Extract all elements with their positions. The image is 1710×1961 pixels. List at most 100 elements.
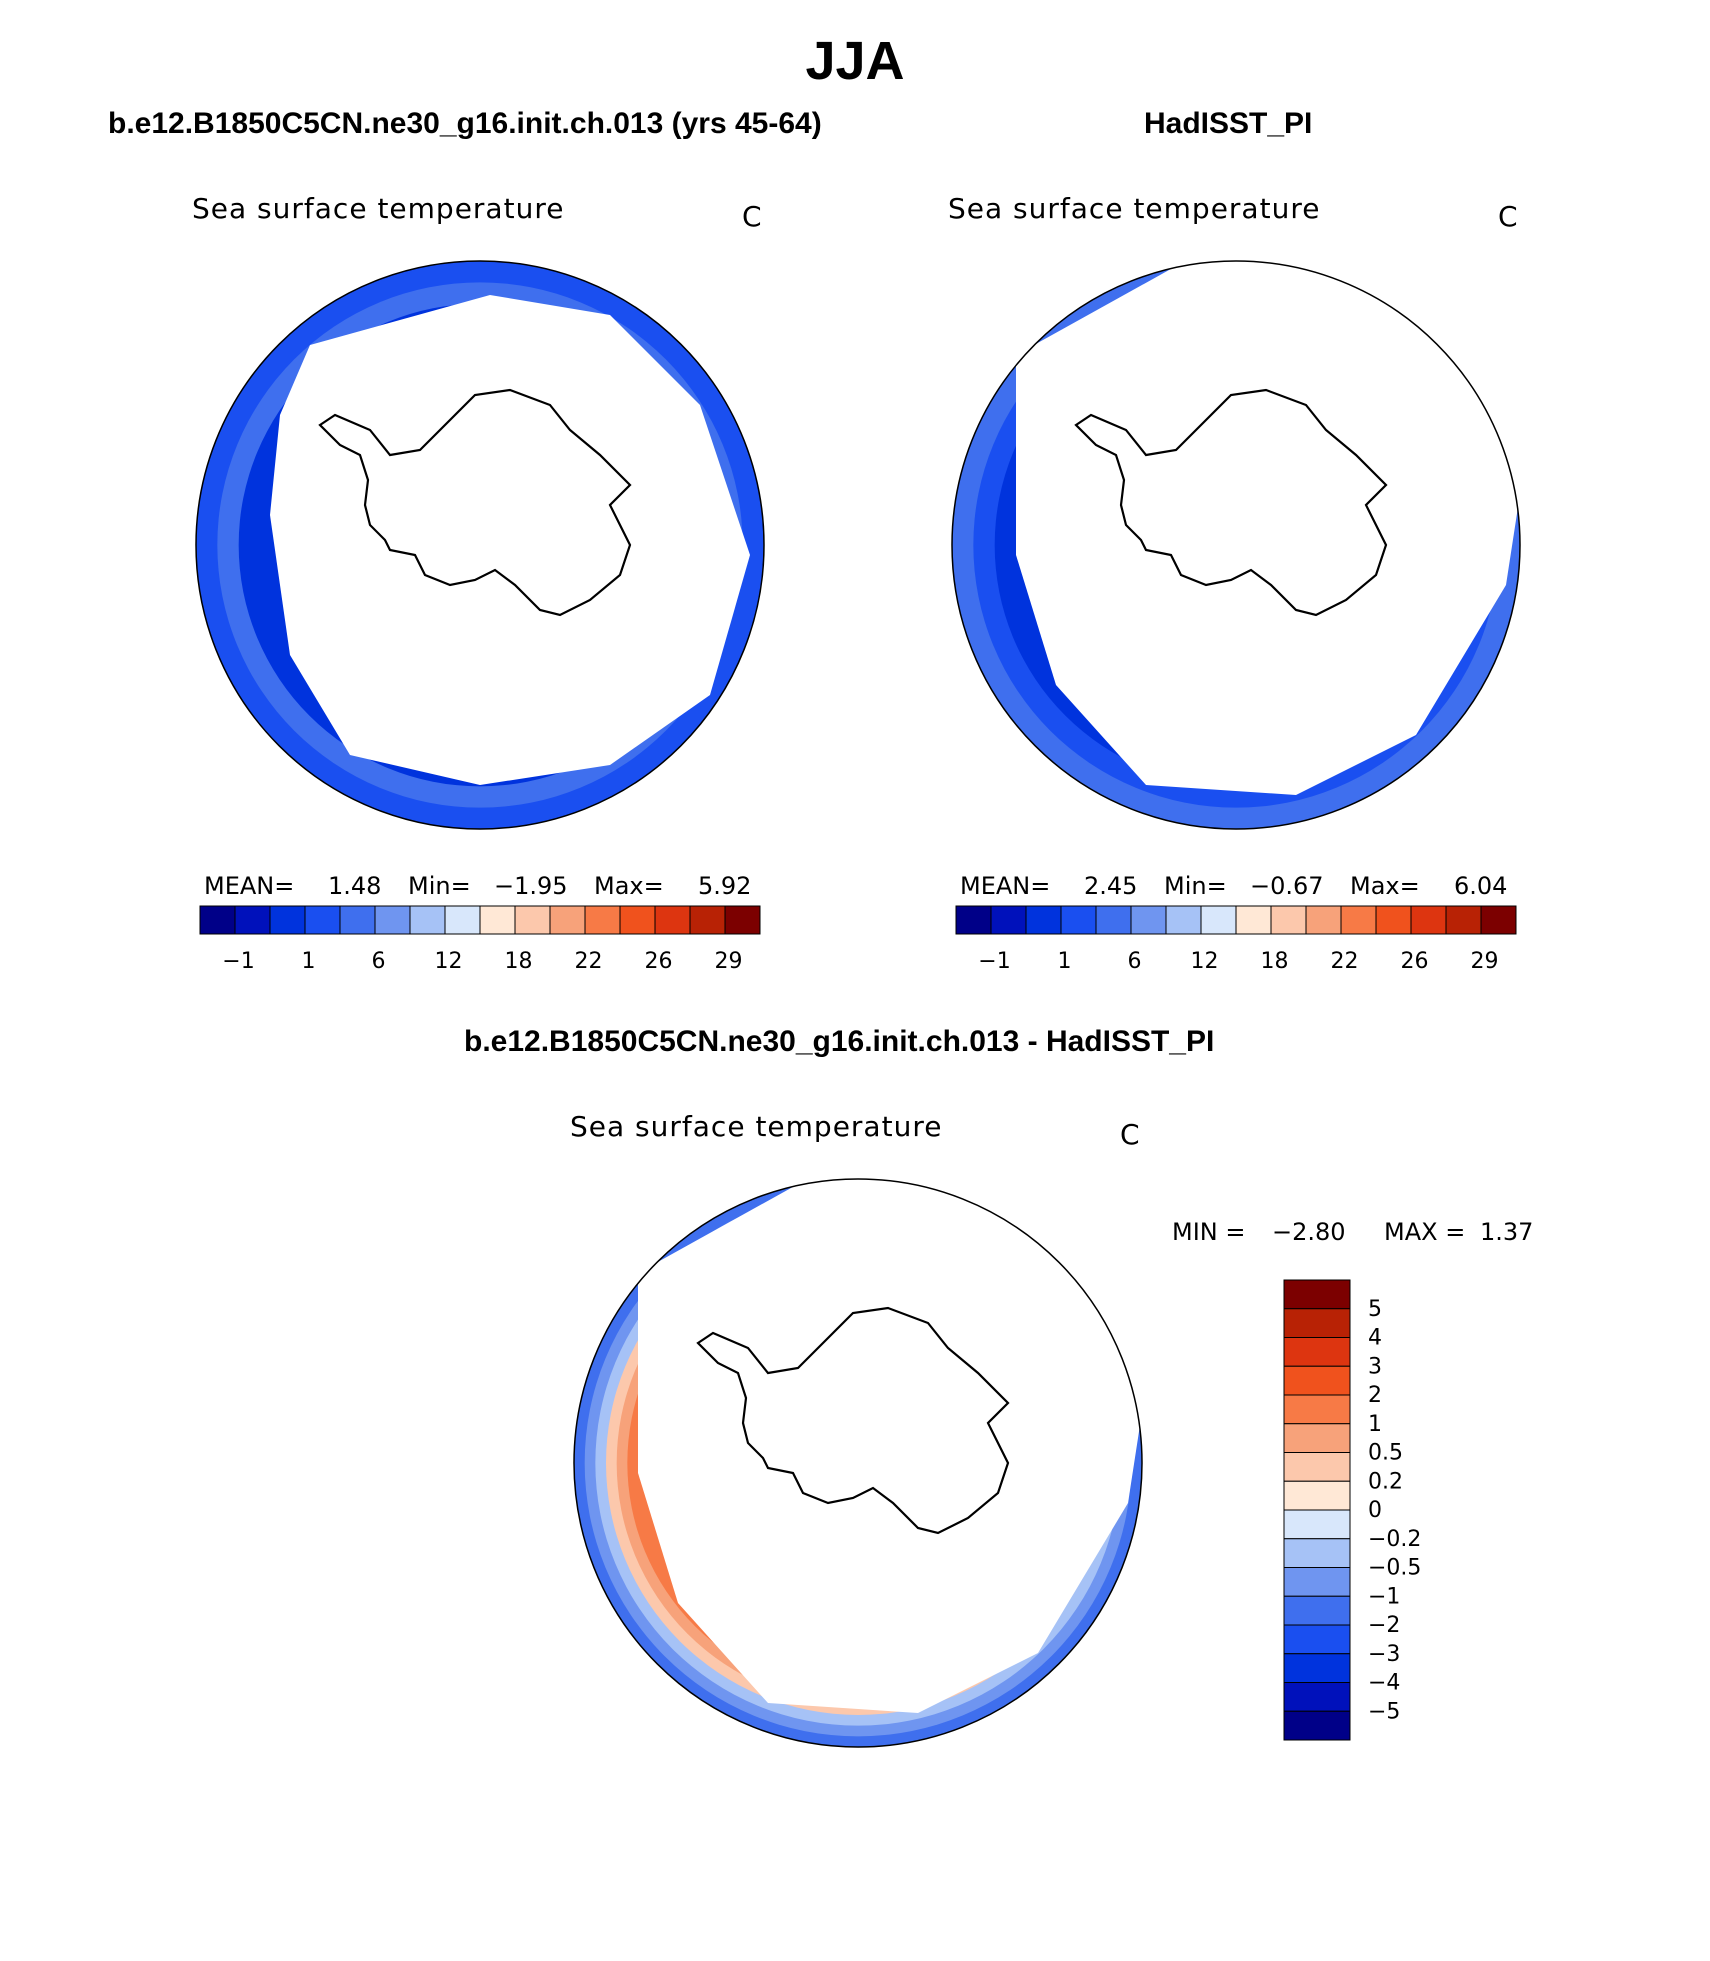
colorbar-box — [514, 905, 551, 935]
colorbar-tick-label: 12 — [435, 949, 463, 974]
obs-mean-value: 2.45 — [1084, 872, 1138, 900]
diff-colorbar: 5 4 3 2 1 0.5 0.2 0 −0.2 −0.5 −1 −2 −3 −4 −5 — [1283, 1279, 1421, 1741]
colorbar-tick-label: −1 — [978, 949, 1010, 974]
colorbar-tick-label: 29 — [715, 949, 743, 974]
colorbar-box — [1375, 905, 1412, 935]
colorbar-tick-label: 1 — [302, 949, 316, 974]
colorbar-box — [1283, 1365, 1351, 1396]
diff-min-label: MIN = — [1172, 1218, 1246, 1246]
colorbar-tick-label: 18 — [1261, 949, 1289, 974]
model-sst-map — [195, 260, 765, 830]
colorbar-box — [990, 905, 1027, 935]
colorbar-box — [374, 905, 411, 935]
colorbar-box — [1283, 1279, 1351, 1310]
colorbar-tick-label: 1 — [1058, 949, 1072, 974]
colorbar-tick-label: 0.2 — [1368, 1469, 1403, 1494]
diff-map-border — [573, 1178, 1143, 1748]
diff-max-value: 1.37 — [1480, 1218, 1534, 1246]
obs-min-value: −0.67 — [1250, 872, 1324, 900]
colorbar-box — [339, 905, 376, 935]
colorbar-box — [584, 905, 621, 935]
left-panel-title: b.e12.B1850C5CN.ne30_g16.init.ch.013 (yr… — [108, 107, 822, 140]
model-min-value: −1.95 — [494, 872, 568, 900]
colorbar-box — [1445, 905, 1482, 935]
colorbar-tick-label: 26 — [645, 949, 673, 974]
colorbar-box — [1283, 1394, 1351, 1425]
model-variable-label: Sea surface temperature — [192, 192, 565, 225]
colorbar-box — [304, 905, 341, 935]
colorbar-box — [1060, 905, 1097, 935]
diff-variable-label: Sea surface temperature — [570, 1110, 943, 1143]
colorbar-box — [1283, 1423, 1351, 1453]
model-antarctica-coastline — [318, 388, 632, 617]
colorbar-tick-label: 1 — [1368, 1412, 1382, 1437]
colorbar-box — [1283, 1452, 1351, 1482]
colorbar-box — [1340, 905, 1377, 935]
model-max-value: 5.92 — [698, 872, 752, 900]
obs-map-border — [951, 260, 1521, 830]
colorbar-tick-label: −2 — [1368, 1613, 1400, 1638]
colorbar-tick-label: −1 — [222, 949, 254, 974]
obs-variable-label: Sea surface temperature — [948, 192, 1321, 225]
colorbar-box — [199, 905, 236, 935]
colorbar-tick-label: 2 — [1368, 1383, 1382, 1408]
figure-title: JJA — [805, 31, 905, 91]
colorbar-box — [1270, 905, 1307, 935]
colorbar-box — [549, 905, 586, 935]
diff-units-label: C — [1120, 1118, 1140, 1151]
colorbar-box — [1165, 905, 1202, 935]
colorbar-box — [1283, 1567, 1351, 1597]
colorbar-tick-label: 6 — [372, 949, 386, 974]
colorbar-box — [1283, 1337, 1351, 1367]
colorbar-box — [1305, 905, 1342, 935]
obs-mean-label: MEAN= — [960, 872, 1051, 900]
obs-sst-map — [951, 260, 1521, 830]
obs-units-label: C — [1498, 200, 1518, 233]
model-units-label: C — [742, 200, 762, 233]
colorbar-box — [724, 905, 761, 935]
colorbar-tick-label: −5 — [1368, 1699, 1400, 1724]
right-panel-title: HadISST_PI — [1144, 107, 1313, 140]
colorbar-box — [479, 905, 516, 935]
model-colorbar: −1 1 6 12 18 22 26 29 — [199, 905, 761, 974]
colorbar-box — [1480, 905, 1517, 935]
colorbar-tick-label: −4 — [1368, 1671, 1400, 1696]
colorbar-box — [1235, 905, 1272, 935]
colorbar-box — [409, 905, 446, 935]
colorbar-box — [1410, 905, 1447, 935]
colorbar-box — [1130, 905, 1167, 935]
colorbar-box — [444, 905, 481, 935]
model-map-border — [195, 260, 765, 830]
colorbar-box — [1283, 1624, 1351, 1655]
colorbar-box — [1283, 1308, 1351, 1338]
colorbar-tick-label: 29 — [1471, 949, 1499, 974]
colorbar-tick-label: −1 — [1368, 1584, 1400, 1609]
colorbar-box — [234, 905, 271, 935]
model-max-label: Max= — [594, 872, 664, 900]
colorbar-box — [1283, 1595, 1351, 1626]
colorbar-tick-label: 22 — [1331, 949, 1359, 974]
colorbar-box — [1283, 1710, 1351, 1741]
obs-antarctica-coastline — [1074, 388, 1388, 617]
colorbar-tick-label: 12 — [1191, 949, 1219, 974]
model-min-label: Min= — [408, 872, 471, 900]
model-mean-label: MEAN= — [204, 872, 295, 900]
diff-sst-map — [573, 1178, 1143, 1748]
colorbar-box — [1283, 1653, 1351, 1683]
obs-min-label: Min= — [1164, 872, 1227, 900]
colorbar-tick-label: 26 — [1401, 949, 1429, 974]
colorbar-tick-label: −3 — [1368, 1642, 1400, 1667]
colorbar-tick-label: 0 — [1368, 1498, 1382, 1523]
colorbar-box — [955, 905, 992, 935]
colorbar-tick-label: 5 — [1368, 1297, 1382, 1322]
colorbar-tick-label: 6 — [1128, 949, 1142, 974]
colorbar-box — [1283, 1480, 1351, 1511]
colorbar-box — [689, 905, 726, 935]
colorbar-box — [619, 905, 656, 935]
obs-sea-ice-mask — [1016, 261, 1520, 795]
colorbar-tick-label: 3 — [1368, 1354, 1382, 1379]
colorbar-tick-label: −0.2 — [1368, 1527, 1421, 1552]
colorbar-tick-label: 18 — [505, 949, 533, 974]
colorbar-box — [269, 905, 306, 935]
obs-max-label: Max= — [1350, 872, 1420, 900]
